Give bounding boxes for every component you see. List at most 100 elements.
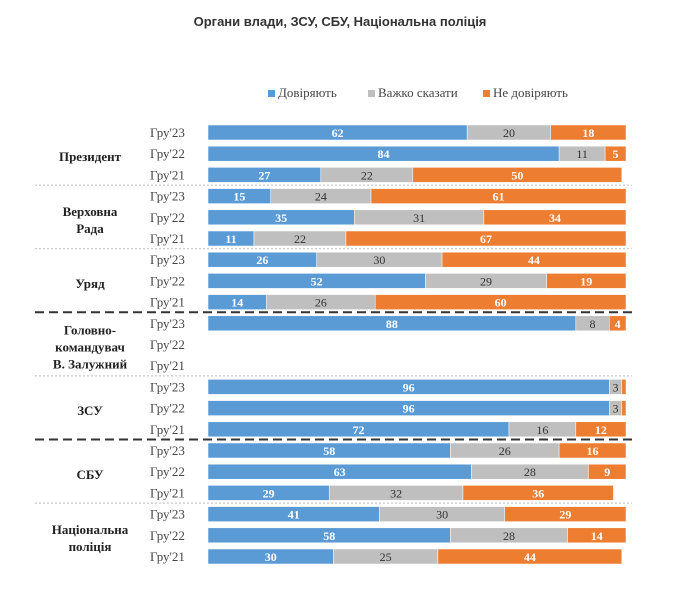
bar-segment-distrust: [550, 124, 627, 141]
data-label: 14: [231, 296, 243, 310]
data-label: 96: [403, 380, 415, 394]
data-label: 72: [352, 423, 364, 437]
row-label: Гру'21: [150, 167, 185, 182]
legend-swatch: [483, 90, 490, 97]
bar-segment-distrust: [462, 485, 614, 501]
bar-segment-distrust: [575, 421, 627, 438]
bar-segment-distrust: [441, 251, 627, 268]
data-label: 36: [532, 486, 544, 500]
legend-label: Важко сказати: [378, 85, 458, 100]
data-label: 63: [334, 465, 346, 479]
bar-segment-distrust: [504, 506, 627, 522]
bar-segment-distrust: [345, 230, 627, 247]
data-label: 12: [595, 423, 607, 437]
row-label: Гру'23: [150, 252, 185, 267]
group-label: Рада: [76, 221, 104, 236]
data-label: 11: [225, 232, 236, 246]
data-label: 11: [576, 147, 588, 161]
data-label: 4: [615, 317, 621, 331]
row-label: Гру'22: [150, 401, 185, 416]
row-label: Гру'22: [150, 464, 185, 479]
group-label: поліція: [69, 539, 112, 554]
group-label: СБУ: [76, 467, 104, 482]
group-label: Національна: [52, 522, 129, 537]
data-label: 52: [311, 274, 323, 288]
legend-swatch: [368, 90, 375, 97]
group-label: ЗСУ: [77, 403, 103, 418]
bar-segment-distrust: [412, 167, 623, 183]
data-label: 5: [613, 147, 619, 161]
data-label: 44: [528, 253, 540, 267]
row-label: Гру'23: [150, 189, 185, 204]
row-label: Гру'21: [150, 485, 185, 500]
bar-segment-distrust: [374, 294, 627, 310]
row-label: Гру'22: [150, 337, 185, 352]
group-label: Головно-: [64, 323, 116, 338]
bar-segment-distrust: [621, 400, 627, 416]
data-label: 44: [524, 550, 536, 564]
data-label: 30: [265, 550, 277, 564]
data-label: 58: [323, 444, 335, 458]
data-label: 8: [590, 317, 596, 331]
data-label: 31: [413, 211, 425, 225]
data-label: 29: [263, 486, 275, 500]
data-label: 30: [373, 253, 385, 267]
data-label: 41: [288, 508, 300, 522]
group-label: В. Залужний: [53, 357, 128, 372]
data-label: 22: [361, 168, 373, 182]
data-label: 20: [503, 126, 515, 140]
data-label: 30: [436, 508, 448, 522]
data-label: 58: [323, 529, 335, 543]
data-label: 32: [390, 486, 402, 500]
row-label: Гру'23: [150, 443, 185, 458]
row-label: Гру'22: [150, 273, 185, 288]
data-label: 19: [580, 274, 592, 288]
data-label: 35: [275, 211, 287, 225]
chart-title: Органи влади, ЗСУ, СБУ, Національна полі…: [193, 14, 487, 29]
row-label: Гру'22: [150, 210, 185, 225]
row-label: Гру'22: [150, 146, 185, 161]
data-label: 84: [378, 147, 390, 161]
bar-segment-distrust: [483, 209, 627, 226]
bar-segment-distrust: [546, 273, 627, 289]
data-label: 18: [582, 126, 594, 140]
data-label: 29: [559, 508, 571, 522]
data-label: 28: [524, 465, 536, 479]
data-label: 34: [549, 211, 561, 225]
legend-label: Не довіряють: [493, 85, 568, 100]
group-label: командувач: [55, 340, 125, 355]
row-label: Гру'21: [150, 358, 185, 373]
bar-segment-distrust: [609, 315, 627, 332]
bar-segment-distrust: [558, 442, 627, 459]
data-label: 67: [480, 232, 492, 246]
data-label: 50: [511, 168, 523, 182]
row-label: Гру'21: [150, 422, 185, 437]
data-label: 16: [536, 423, 548, 437]
data-label: 96: [403, 402, 415, 416]
data-label: 88: [386, 317, 398, 331]
data-label: 62: [332, 126, 344, 140]
data-label: 3: [613, 380, 619, 394]
data-label: 14: [591, 529, 603, 543]
bar-segment-distrust: [588, 463, 627, 480]
data-label: 26: [256, 253, 268, 267]
legend-swatch: [268, 90, 275, 97]
legend-label: Довіряють: [278, 85, 337, 100]
data-label: 28: [503, 529, 515, 543]
data-label: 61: [493, 190, 505, 204]
row-label: Гру'23: [150, 379, 185, 394]
group-label: Верховна: [63, 204, 118, 219]
data-label: 16: [587, 444, 599, 458]
row-label: Гру'22: [150, 528, 185, 543]
data-label: 9: [604, 465, 610, 479]
row-label: Гру'21: [150, 549, 185, 564]
data-label: 15: [233, 190, 245, 204]
bar-segment-distrust: [437, 548, 623, 565]
data-label: 27: [258, 168, 270, 182]
row-label: Гру'23: [150, 316, 185, 331]
bar-segment-distrust: [621, 379, 627, 395]
row-label: Гру'23: [150, 507, 185, 522]
group-label: Уряд: [75, 276, 105, 291]
data-label: 3: [613, 402, 619, 416]
